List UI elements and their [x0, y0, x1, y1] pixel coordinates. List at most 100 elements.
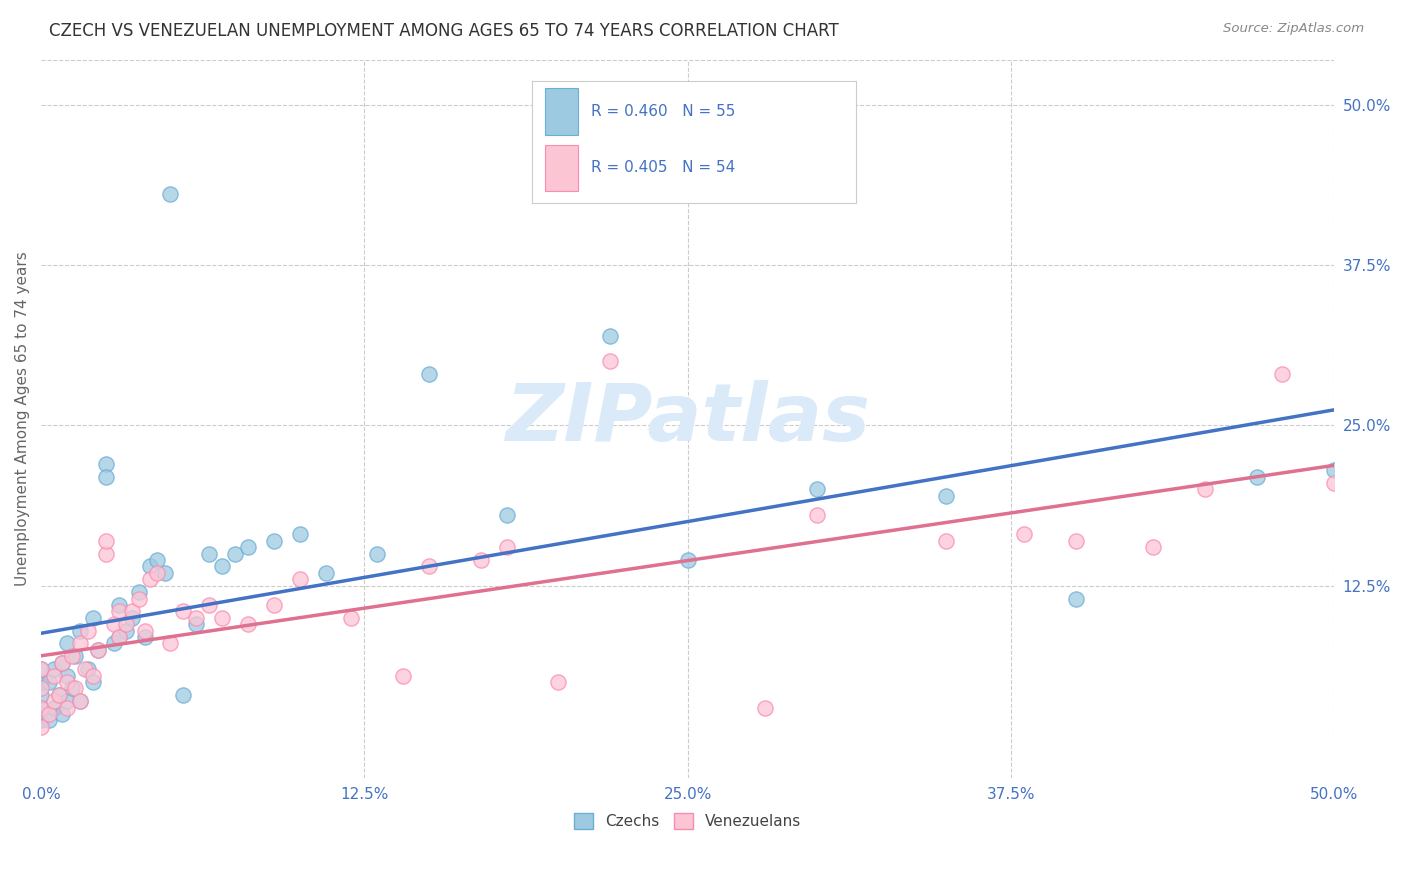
Point: [30, 662, 52, 676]
Point: [1323, 476, 1346, 491]
Point: [263, 533, 285, 548]
Point: [56, 694, 79, 708]
Point: [186, 611, 208, 625]
Point: [418, 559, 440, 574]
Point: [38, 714, 60, 728]
Point: [1246, 469, 1268, 483]
Point: [935, 489, 957, 503]
Point: [754, 700, 776, 714]
Point: [138, 559, 160, 574]
Text: CZECH VS VENEZUELAN UNEMPLOYMENT AMONG AGES 65 TO 74 YEARS CORRELATION CHART: CZECH VS VENEZUELAN UNEMPLOYMENT AMONG A…: [49, 22, 839, 40]
Point: [69, 624, 91, 638]
Point: [134, 630, 156, 644]
Point: [198, 547, 221, 561]
Point: [107, 598, 129, 612]
Point: [115, 617, 138, 632]
Point: [1194, 483, 1216, 497]
Point: [51, 656, 73, 670]
Point: [42, 694, 65, 708]
Point: [30, 720, 52, 734]
Point: [107, 604, 129, 618]
Point: [224, 547, 246, 561]
Point: [236, 540, 259, 554]
Point: [42, 662, 65, 676]
Point: [30, 675, 52, 690]
Point: [38, 675, 60, 690]
Point: [30, 681, 52, 696]
Point: [366, 547, 388, 561]
Point: [806, 483, 828, 497]
Point: [75, 662, 97, 676]
Point: [198, 598, 221, 612]
Point: [103, 617, 125, 632]
Point: [87, 643, 110, 657]
Point: [103, 636, 125, 650]
Point: [1064, 591, 1087, 606]
Point: [211, 611, 233, 625]
Point: [121, 604, 143, 618]
Point: [935, 533, 957, 548]
Point: [146, 553, 169, 567]
Point: [155, 566, 177, 580]
Point: [599, 354, 621, 368]
Point: [48, 688, 70, 702]
Point: [599, 328, 621, 343]
Point: [172, 604, 194, 618]
Point: [60, 681, 83, 696]
Point: [87, 643, 110, 657]
Y-axis label: Unemployment Among Ages 65 to 74 years: Unemployment Among Ages 65 to 74 years: [15, 252, 30, 586]
Point: [82, 675, 104, 690]
Point: [806, 508, 828, 523]
Point: [134, 624, 156, 638]
Point: [1012, 527, 1035, 541]
Point: [340, 611, 363, 625]
Point: [82, 611, 104, 625]
Point: [30, 700, 52, 714]
Point: [115, 624, 138, 638]
Point: [60, 649, 83, 664]
Point: [288, 527, 311, 541]
Point: [236, 617, 259, 632]
Point: [418, 367, 440, 381]
Point: [495, 508, 517, 523]
Text: Source: ZipAtlas.com: Source: ZipAtlas.com: [1223, 22, 1364, 36]
Point: [159, 636, 181, 650]
Point: [56, 636, 79, 650]
Point: [1271, 367, 1294, 381]
Point: [69, 694, 91, 708]
Point: [51, 707, 73, 722]
Point: [82, 668, 104, 682]
Point: [30, 688, 52, 702]
Point: [94, 457, 117, 471]
Point: [42, 700, 65, 714]
Point: [263, 598, 285, 612]
Point: [1064, 533, 1087, 548]
Point: [94, 469, 117, 483]
Point: [128, 591, 150, 606]
Point: [30, 700, 52, 714]
Point: [69, 694, 91, 708]
Point: [547, 675, 569, 690]
Point: [56, 700, 79, 714]
Point: [159, 187, 181, 202]
Point: [56, 668, 79, 682]
Point: [56, 675, 79, 690]
Point: [76, 662, 98, 676]
Point: [63, 681, 86, 696]
Point: [146, 566, 169, 580]
Point: [121, 611, 143, 625]
Point: [30, 662, 52, 676]
Point: [48, 688, 70, 702]
Point: [51, 656, 73, 670]
Text: ZIPatlas: ZIPatlas: [505, 380, 870, 458]
Point: [315, 566, 337, 580]
Point: [76, 624, 98, 638]
Point: [107, 630, 129, 644]
Point: [470, 553, 492, 567]
Point: [211, 559, 233, 574]
Point: [172, 688, 194, 702]
Point: [128, 585, 150, 599]
Point: [107, 630, 129, 644]
Point: [38, 707, 60, 722]
Point: [30, 714, 52, 728]
